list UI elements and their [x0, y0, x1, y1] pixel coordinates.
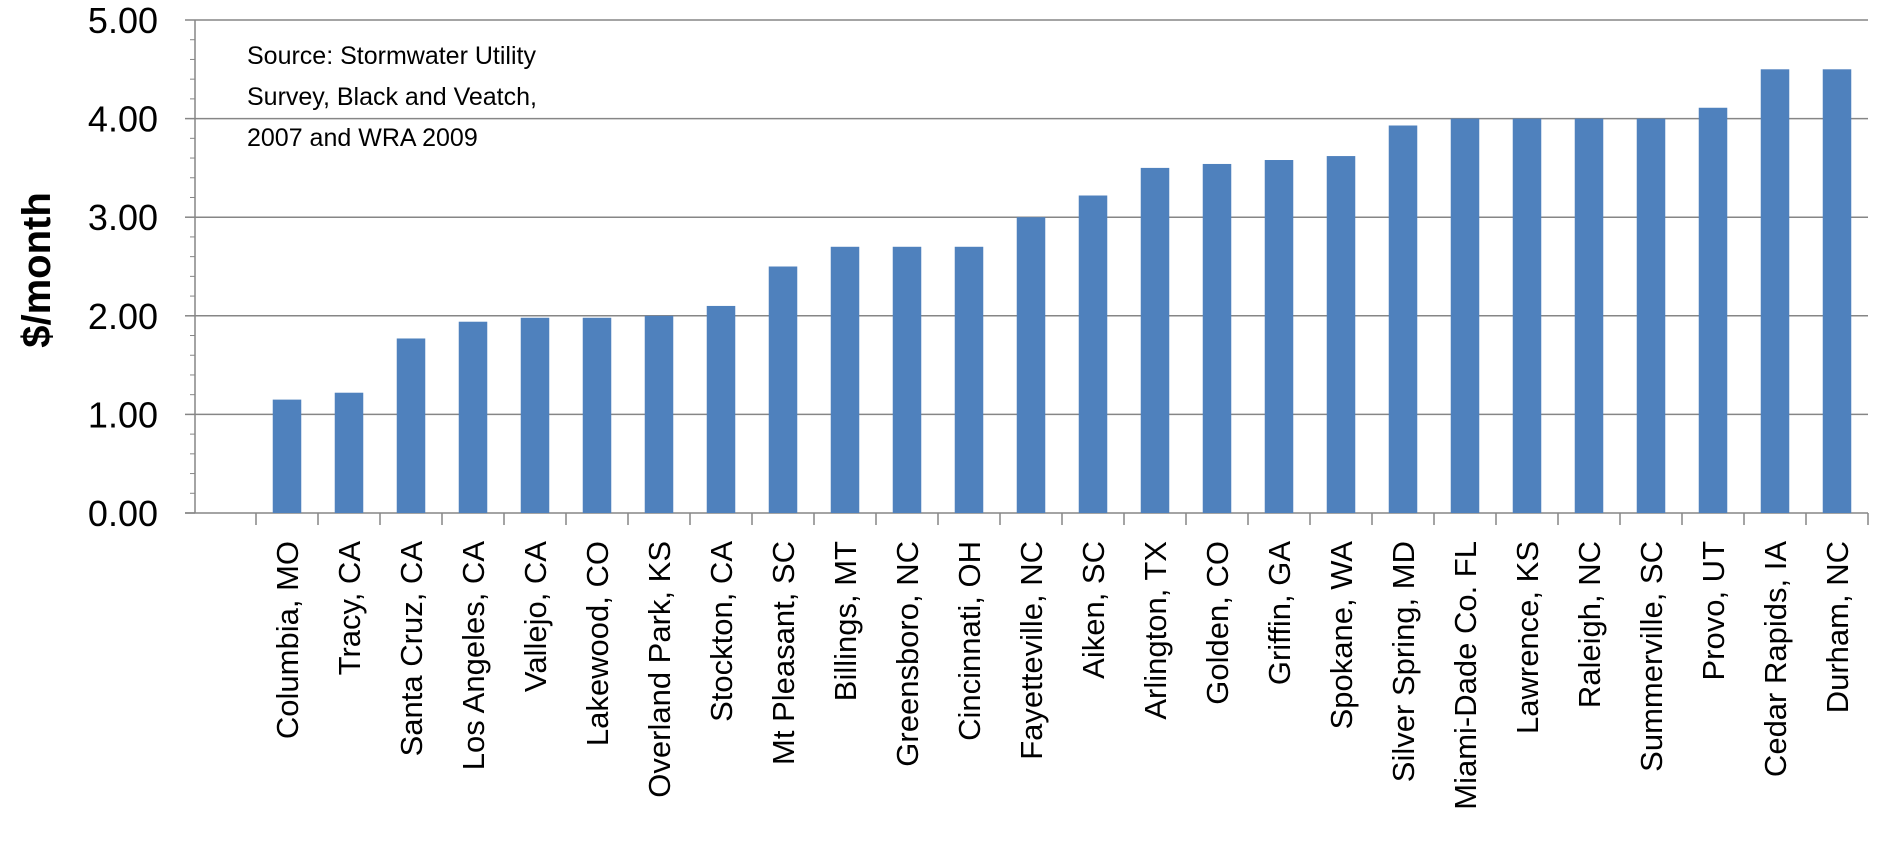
source-note-line: 2007 and WRA 2009 — [247, 124, 478, 152]
x-tick-label: Columbia, MO — [270, 541, 305, 739]
x-tick-label: Los Angeles, CA — [456, 541, 491, 771]
bar — [1822, 69, 1852, 514]
x-tick-label: Arlington, TX — [1138, 541, 1173, 720]
bar — [520, 317, 550, 513]
source-note-line: Survey, Black and Veatch, — [247, 83, 537, 111]
bar — [1326, 156, 1356, 513]
x-tick-label: Griffin, GA — [1262, 541, 1297, 685]
bar — [272, 399, 302, 513]
y-tick-label: 5.00 — [88, 0, 158, 41]
bar — [582, 317, 612, 513]
x-tick-label: Durham, NC — [1820, 541, 1855, 713]
bar — [1140, 167, 1170, 513]
bar — [396, 338, 426, 513]
bar — [1512, 118, 1542, 513]
bar — [1636, 118, 1666, 513]
x-tick-label: Stockton, CA — [704, 541, 739, 722]
x-tick-label: Vallejo, CA — [518, 541, 553, 692]
y-tick-label: 3.00 — [88, 197, 158, 238]
x-tick-label: Provo, UT — [1696, 541, 1731, 681]
x-tick-label: Miami-Dade Co. FL — [1448, 541, 1483, 810]
y-tick-label: 1.00 — [88, 394, 158, 435]
bar — [1698, 107, 1728, 513]
x-tick-label: Fayetteville, NC — [1014, 541, 1049, 760]
source-note-line: Source: Stormwater Utility — [247, 42, 536, 70]
bar — [1574, 118, 1604, 513]
x-tick-label: Spokane, WA — [1324, 541, 1359, 730]
x-tick-label: Lawrence, KS — [1510, 541, 1545, 734]
bar — [706, 305, 736, 513]
x-tick-label: Greensboro, NC — [890, 541, 925, 767]
y-tick-labels: 0.00 1.00 2.00 3.00 4.00 5.00 — [88, 0, 158, 534]
y-tick-label: 4.00 — [88, 99, 158, 140]
bar — [1760, 69, 1790, 514]
x-tick-labels: Columbia, MO Tracy, CA Santa Cruz, CA Los A… — [270, 541, 1855, 810]
x-tick-label: Cedar Rapids, IA — [1758, 541, 1793, 777]
bar — [1202, 163, 1232, 513]
bar — [1016, 217, 1046, 513]
x-tick-label: Tracy, CA — [332, 541, 367, 676]
x-tick-label: Golden, CO — [1200, 541, 1235, 705]
bar — [954, 246, 984, 513]
y-tick-label: 0.00 — [88, 493, 158, 534]
bar — [1078, 195, 1108, 513]
x-tick-label: Overland Park, KS — [642, 541, 677, 798]
bar — [1388, 125, 1418, 513]
x-tick-label: Silver Spring, MD — [1386, 541, 1421, 782]
x-tick-label: Aiken, SC — [1076, 541, 1111, 679]
x-tick-label: Lakewood, CO — [580, 541, 615, 746]
bar — [830, 246, 860, 513]
bar — [768, 266, 798, 513]
y-tick-label: 2.00 — [88, 296, 158, 337]
source-note: Source: Stormwater Utility Survey, Black … — [247, 42, 537, 152]
x-tick-label: Santa Cruz, CA — [394, 541, 429, 757]
x-tick-label: Raleigh, NC — [1572, 541, 1607, 708]
x-tick-label: Summerville, SC — [1634, 541, 1669, 772]
x-tick-label: Cincinnati, OH — [952, 541, 987, 741]
bar — [1450, 118, 1480, 513]
x-tick-label: Mt Pleasant, SC — [766, 541, 801, 765]
bars — [272, 69, 1852, 514]
bar — [334, 392, 364, 513]
bar — [1264, 160, 1294, 513]
bar — [458, 321, 488, 513]
x-tick-label: Billings, MT — [828, 541, 863, 701]
bar — [892, 246, 922, 513]
bar — [644, 315, 674, 513]
y-axis-label: $/month — [15, 192, 59, 348]
